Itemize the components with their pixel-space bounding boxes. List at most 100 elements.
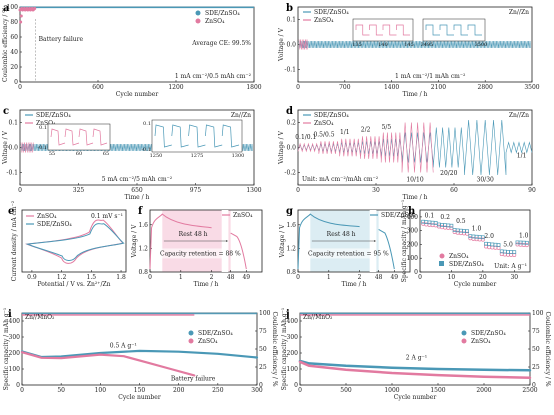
legend-swatch-a-1 [195,18,201,24]
series-point-zn-h [436,224,441,229]
y-axis-label-c: Voltage / V [2,130,9,165]
panel-label-c: c [3,106,9,117]
rate-label-h: 0.2 [440,214,450,221]
rate-label-h: 0.5 [456,218,466,225]
y2-tick-label-i: 100 [259,310,271,317]
panel-label-j: j [285,309,290,320]
series-point-zn-h [421,221,426,226]
x-tick-label-a: 1800 [246,84,261,91]
x-tick-label-a: 600 [92,84,104,91]
x-tick-label-j: 500 [340,387,352,394]
inset-tick-b-1: 3495 [421,42,434,48]
x-tick-label-a: 0 [18,84,22,91]
panel-label-b: b [286,3,293,14]
legend-entry-b-0: SDE/ZnSO₄ [314,9,349,16]
legend-entry-e-0: ZnSO₄ [37,213,57,220]
x-tick-label-d: 30 [372,187,380,194]
x-tick-label-j: 0 [298,387,302,394]
x-tick-label-h: 0 [418,274,422,281]
y2-tick-label-j: 25 [532,364,540,371]
ce-band-i-0 [22,312,257,315]
x-tick-label-d: 60 [450,187,458,194]
annotation-unit-h: Unit: A g⁻¹ [494,263,527,270]
legend-entry-c-1: ZnSO₄ [36,120,56,127]
annotation-cell-j: Zn//MnO₂ [303,314,333,321]
y2-tick-label-j: 50 [532,346,540,353]
x-axis-label-h: Cycle number [454,281,497,288]
x-tick-label-j: 2000 [476,387,491,394]
series-point-zn-h [493,245,498,250]
y-tick-label-d: 0.0 [286,145,296,152]
panel-label-h: h [408,206,416,217]
x-tick-label-c: 650 [131,187,143,194]
y-tick-label-b: 0.1 [286,17,296,24]
x-tick-label-e: 1.8 [116,274,126,281]
series-curve-zn-d [297,122,434,173]
inset-tick-b-1: 3500 [475,42,488,48]
inset-frame-c-1 [151,119,243,153]
inset-tick-c-0: 55 [49,151,55,157]
retention-bg-f [158,248,228,259]
y-tick-label-f: 0.8 [138,269,148,276]
y-tick-label-h: 0 [414,269,418,276]
annotation-battery-failure-i: Battery failure [171,376,216,383]
rate-label-d: 2/2 [361,126,371,133]
legend-entry-g-0: SDE/ZnSO₄ [381,212,416,219]
legend-swatch-a-0 [195,10,201,16]
x-tick-label-j: 1500 [430,387,445,394]
annotation-rate-j: 2 A g⁻¹ [406,354,427,361]
x-axis-label-a: Cycle number [116,91,159,98]
x-axis-label-c: Time / h [125,194,150,201]
annotation-rest-g: Rest 48 h [327,231,356,238]
rate-label-h: 5.0 [503,242,513,249]
annotation-condition-c: 5 mA cm⁻²/5 mAh cm⁻² [102,176,173,183]
y-axis-label-b: Voltage / V [278,27,285,62]
annotation-rest-f: Rest 48 h [179,231,208,238]
legend-entry-h-0: ZnSO₄ [449,253,469,260]
x-tick-label-b: 3500 [524,84,539,91]
series-point-zn-h [468,236,473,241]
capacity-curve-j-1 [298,360,532,380]
rate-label-h: 1.0 [472,226,482,233]
panel-label-f: f [138,206,143,217]
y-tick-label-f: 1.2 [138,245,148,252]
series-point-zn-a [19,20,23,24]
series-point-sde-h [493,242,498,247]
y-tick-label-f: 1.6 [138,222,148,229]
annotation-rate-i: 0.5 A g⁻¹ [110,342,137,349]
y-tick-label-i: 200 [9,350,21,357]
x-tick-label-b: 2800 [478,84,493,91]
annotation-cell-d: Zn//Zn [509,112,529,119]
legend-swatch-h-0 [439,253,445,259]
y2-tick-label-j: 0 [532,382,536,389]
y-axis-label-i: Specific capacity / mAh g⁻¹ [3,308,10,391]
y-tick-label-c: 0.0 [8,145,18,152]
plot-frame-h [419,209,531,273]
capacity-curve-i-1 [20,351,196,377]
legend-entry-j-1: ZnSO₄ [471,338,491,345]
series-point-sde-h [487,242,491,247]
x-tick-label-i: 300 [251,387,263,394]
panel-label-a: a [3,3,10,14]
y2-tick-label-i: 25 [259,364,267,371]
inset-curve-c-1 [154,124,240,148]
y-tick-label-d: -0.2 [284,170,296,177]
y-tick-label-j: 100 [287,366,299,373]
inset-tick-c-1: 1275 [191,153,204,159]
x-tick-label-d: 0 [296,187,300,194]
x-tick-label-c: 975 [190,187,202,194]
y-tick-label-h: 300 [407,228,419,235]
ce-band-j-1 [300,314,530,316]
legend-swatch-i-1 [188,338,194,344]
annotation-condition-b: 1 mA cm⁻²/1 mAh cm⁻² [395,73,466,80]
panel-label-e: e [8,206,14,217]
y-axis-label-j: Specific capacity / mAh g⁻¹ [281,308,288,391]
series-point-sde-h [449,223,454,228]
y-tick-label-a: 40 [10,49,18,56]
y-axis-label-g: Voltage / V [279,224,286,259]
rate-label-d: 0.5/0.5 [313,131,334,138]
inset-tick-b-0: 140 [378,42,388,48]
rate-label-d: 30/30 [477,176,494,183]
x-tick-label-h: 10 [448,274,456,281]
series-point-zn-h [524,243,529,248]
